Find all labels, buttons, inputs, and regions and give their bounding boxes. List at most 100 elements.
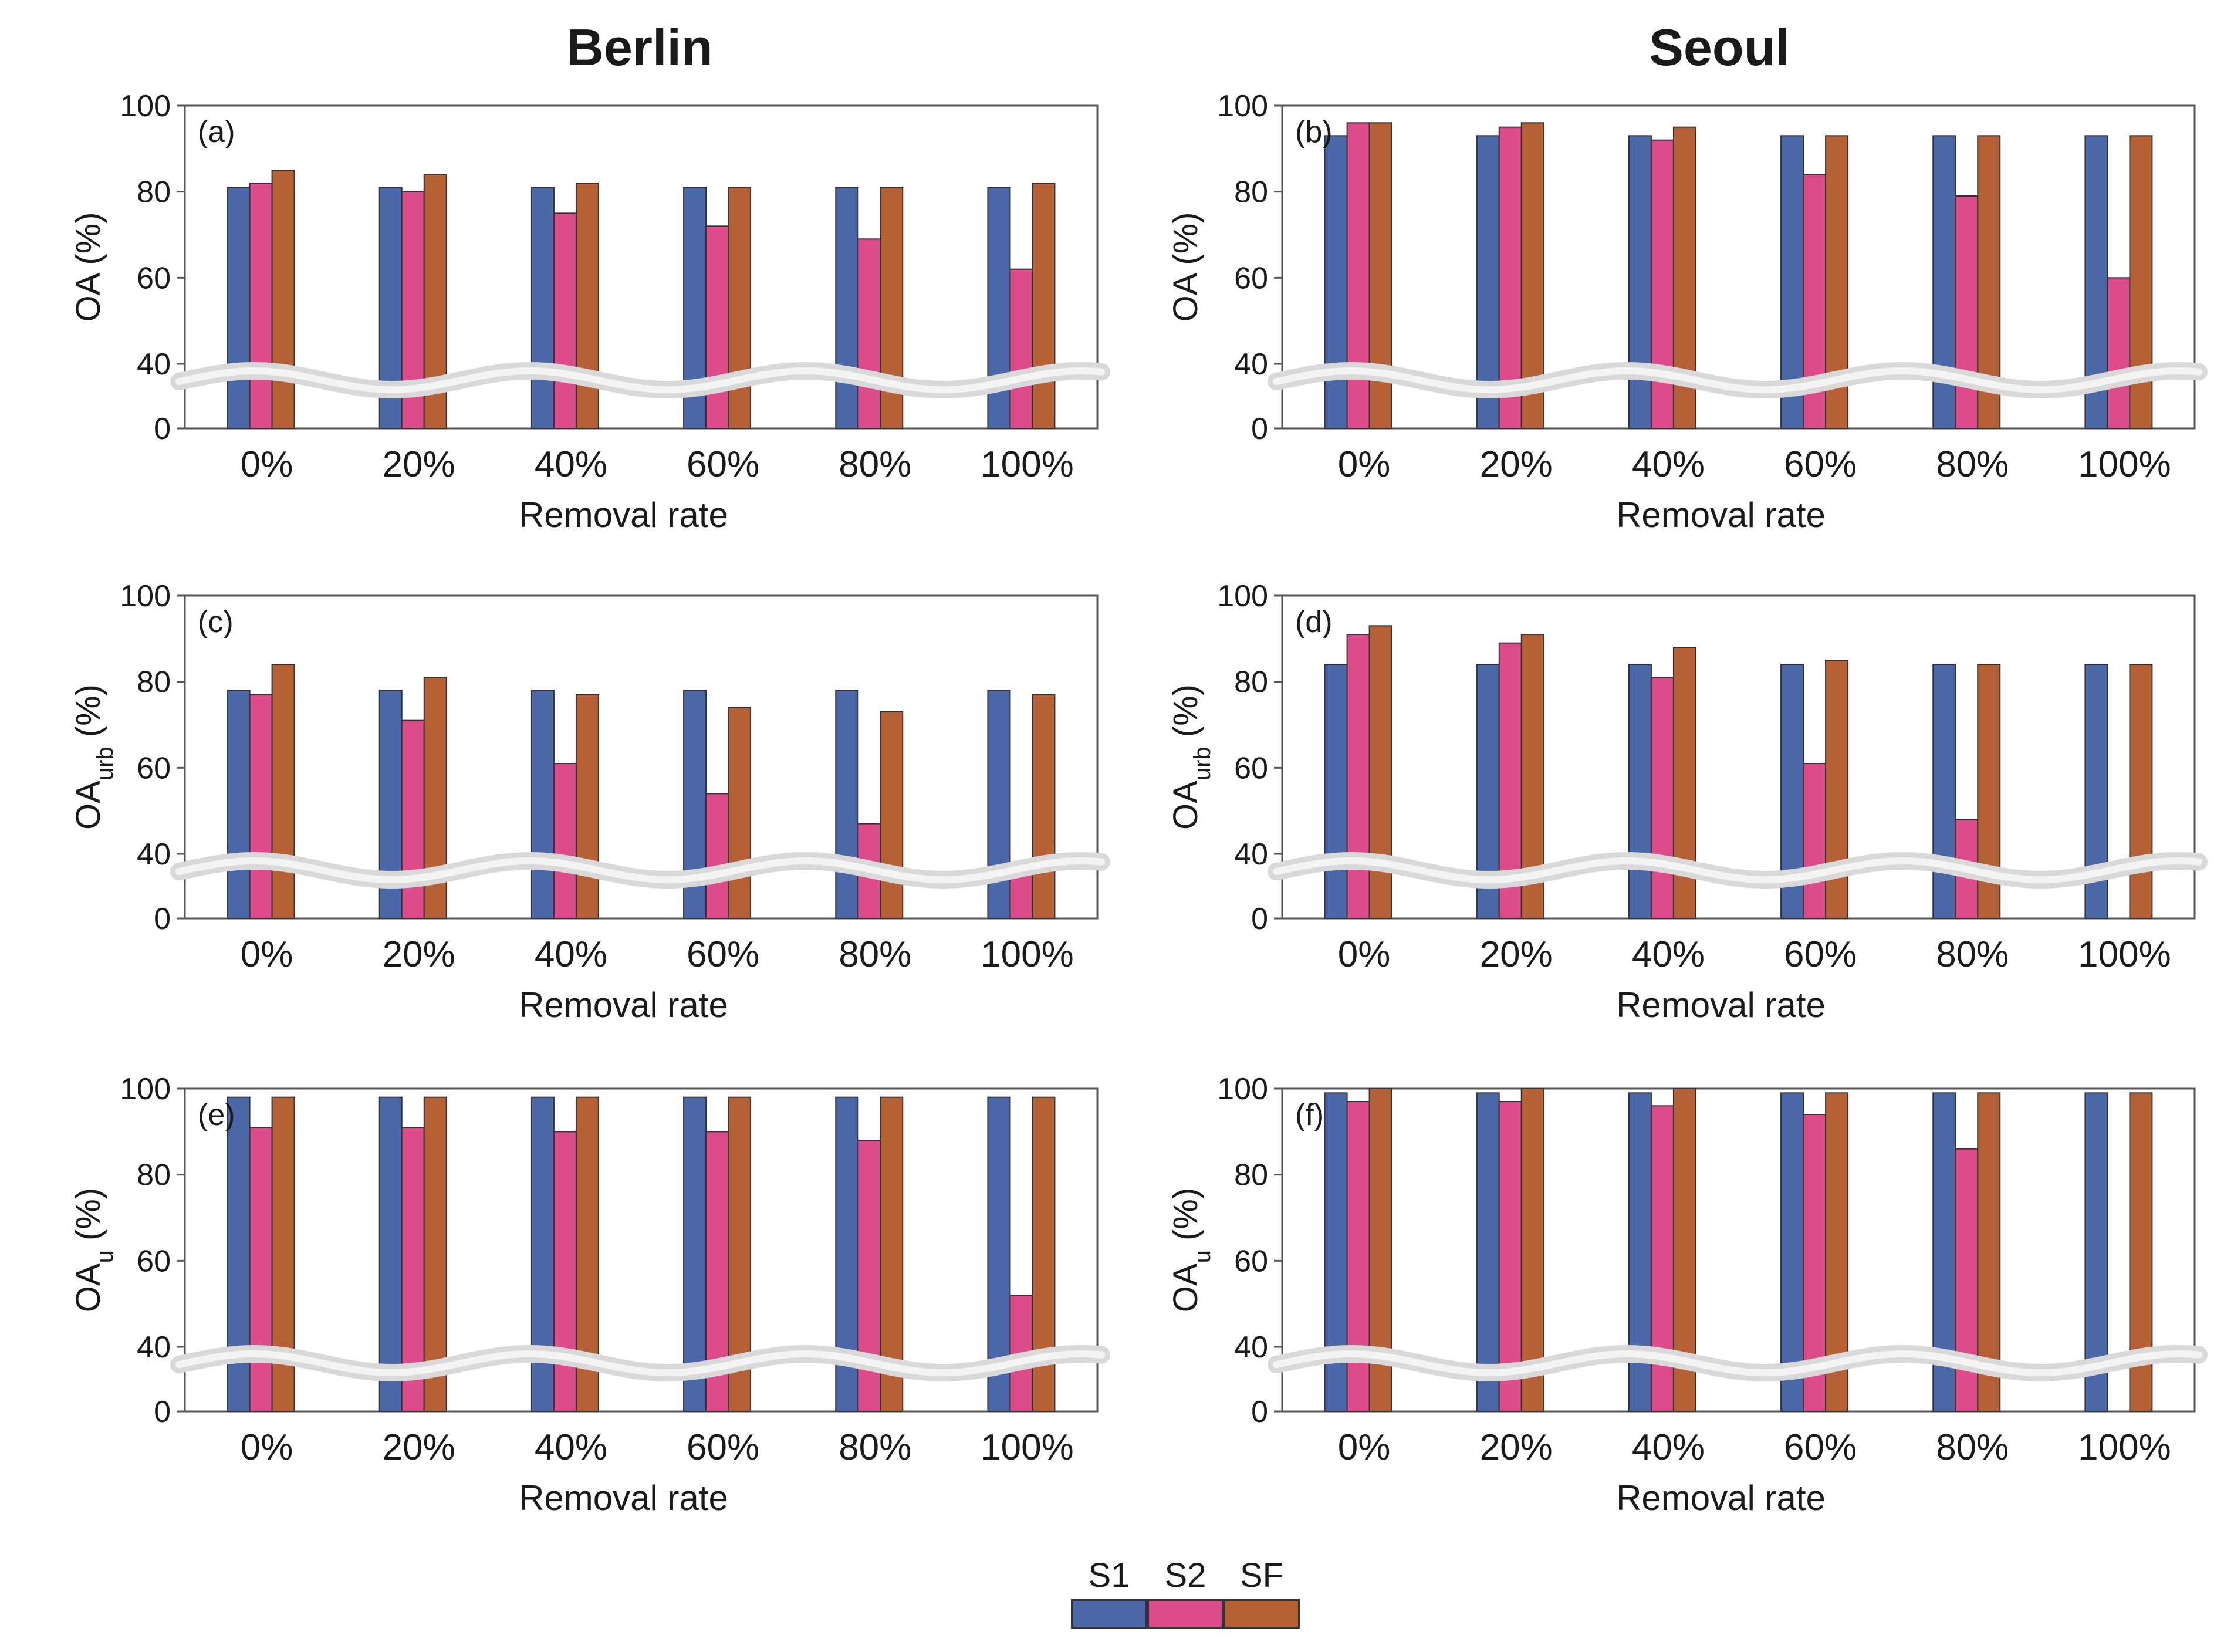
y-tick-label: 60	[1234, 751, 1268, 785]
bar-s1-2	[1628, 664, 1652, 919]
y-axis-label-sub: urb	[92, 746, 118, 781]
x-tick-label: 40%	[535, 444, 607, 485]
y-axis-label-f: OAu (%)	[1167, 1188, 1215, 1312]
bar-s2-4	[857, 238, 881, 429]
x-tick-label: 100%	[981, 1427, 1074, 1468]
bar-s1-0	[227, 1096, 251, 1412]
bar-s1-2	[1628, 135, 1652, 429]
y-tick-label: 100	[1217, 89, 1268, 123]
axis-break-highlight	[175, 367, 1105, 393]
plot-frame-c	[184, 594, 1099, 920]
y-tick-label: 0	[154, 902, 171, 936]
bar-sf-2	[575, 694, 599, 920]
y-axis-label-main: OA	[69, 1263, 107, 1312]
x-tick-label: 100%	[981, 934, 1074, 975]
y-tick-label: 40	[1234, 837, 1268, 871]
y-tick-label: 0	[1251, 1395, 1268, 1429]
y-tick-label: 60	[137, 261, 171, 295]
legend-item-s2: S2	[1147, 1552, 1223, 1629]
x-tick-label: 60%	[687, 1427, 759, 1468]
y-tick-label: 80	[137, 665, 171, 700]
panel-label-d: (d)	[1295, 605, 1333, 639]
bar-s2-5	[2107, 277, 2131, 429]
y-axis-label-unit: (%)	[69, 1188, 107, 1250]
y-tick-label: 80	[1234, 175, 1268, 210]
x-tick-label: 20%	[383, 1427, 455, 1468]
y-axis-label-sub: u	[1189, 1250, 1215, 1263]
y-tick-label: 60	[137, 1244, 171, 1278]
bar-s2-0	[1346, 634, 1370, 919]
y-axis-label-unit: (%)	[1167, 684, 1205, 746]
panel-label-b: (b)	[1295, 115, 1333, 149]
x-tick-label: 60%	[1784, 444, 1857, 485]
legend-swatch-s1	[1071, 1599, 1147, 1629]
bar-sf-5	[1032, 183, 1056, 429]
y-axis-label-sub: urb	[1189, 746, 1215, 781]
x-tick-label: 60%	[1784, 934, 1857, 975]
bar-s1-4	[835, 690, 859, 919]
bar-s2-3	[1803, 763, 1827, 919]
bar-s2-0	[1346, 1101, 1370, 1412]
bar-sf-3	[728, 187, 752, 429]
y-axis-label-a: OA (%)	[69, 212, 107, 322]
x-tick-label: 60%	[1784, 1427, 1857, 1468]
column-title-berlin: Berlin	[566, 18, 713, 76]
x-tick-label: 0%	[241, 934, 293, 975]
axis-break-highlight	[1273, 1350, 2202, 1376]
bar-s1-1	[1476, 1092, 1500, 1413]
bar-s2-2	[1650, 677, 1674, 919]
y-tick-label: 100	[120, 89, 171, 123]
bar-sf-4	[880, 711, 904, 919]
bar-s2-4	[1955, 195, 1979, 429]
x-tick-label: 40%	[1632, 1427, 1705, 1468]
x-tick-label: 0%	[241, 444, 293, 485]
y-axis-label-main: OA	[69, 781, 107, 830]
bar-s1-4	[1932, 664, 1956, 919]
bar-s1-0	[1324, 664, 1348, 919]
bar-s2-1	[401, 719, 425, 920]
bar-s2-1	[1498, 1101, 1522, 1412]
bar-sf-2	[575, 183, 599, 429]
y-tick-label: 100	[120, 1072, 171, 1106]
y-axis-label-unit: (%)	[1167, 212, 1205, 275]
y-tick-label: 40	[1234, 347, 1268, 381]
x-tick-label: 20%	[383, 444, 455, 485]
y-axis-label-d: OAurb (%)	[1167, 684, 1215, 830]
panel-label-e: (e)	[198, 1098, 235, 1132]
axis-break-highlight	[175, 1350, 1105, 1376]
y-tick-label: 80	[137, 1158, 171, 1192]
x-tick-label: 20%	[1480, 444, 1553, 485]
y-axis-label-main: OA	[69, 272, 107, 322]
bar-s2-3	[705, 793, 729, 920]
y-tick-label: 100	[120, 579, 171, 613]
axis-break-highlight	[1273, 367, 2202, 393]
bar-s1-5	[987, 690, 1011, 919]
x-axis-label-c: Removal rate	[519, 985, 728, 1025]
bar-s1-2	[530, 1096, 555, 1412]
x-tick-label: 80%	[1936, 1427, 2009, 1468]
panel-label-a: (a)	[198, 115, 235, 149]
y-axis-label-main: OA	[1167, 781, 1205, 830]
y-tick-label: 100	[1217, 579, 1268, 613]
bar-s1-2	[530, 690, 555, 919]
bar-s2-2	[553, 212, 577, 429]
panel-label-c: (c)	[198, 605, 234, 639]
x-tick-label: 40%	[1632, 444, 1705, 485]
x-tick-label: 100%	[2078, 444, 2171, 485]
x-tick-label: 20%	[383, 934, 455, 975]
y-axis-label-sub: u	[92, 1250, 118, 1263]
x-tick-label: 80%	[839, 1427, 911, 1468]
panel-label-f: (f)	[1295, 1098, 1324, 1132]
x-tick-label: 80%	[1936, 934, 2009, 975]
y-tick-label: 0	[154, 412, 171, 446]
x-tick-label: 0%	[1338, 444, 1391, 485]
y-tick-label: 40	[137, 837, 171, 871]
bar-s2-0	[1346, 122, 1370, 430]
y-tick-label: 0	[154, 1395, 171, 1429]
x-tick-label: 100%	[2078, 1427, 2171, 1468]
y-tick-label: 80	[1234, 665, 1268, 700]
legend-swatch-sf	[1223, 1599, 1300, 1629]
x-axis-label-d: Removal rate	[1616, 985, 1826, 1025]
legend-label-s2: S2	[1164, 1556, 1206, 1594]
y-tick-label: 80	[1234, 1158, 1268, 1192]
